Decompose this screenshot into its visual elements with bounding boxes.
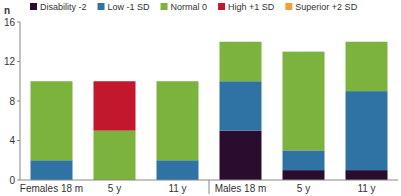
bar-segment	[94, 81, 136, 82]
x-tick-label: 11 y	[168, 183, 186, 194]
legend-label: Low -1 SD	[108, 2, 151, 12]
chart: n 0 4 8 12 16 Females 18 m 5 y 11 y Males 18 m 5 y…	[0, 0, 401, 196]
y-tick-label: 4	[9, 135, 15, 146]
bar-segment	[31, 81, 73, 160]
bar-segment	[220, 41, 262, 42]
bar-segment	[346, 41, 388, 42]
bar-segment	[283, 52, 325, 151]
legend-swatch	[218, 3, 225, 10]
x-tick-label: 5 y	[297, 183, 310, 194]
x-tick-label: 5 y	[108, 183, 121, 194]
bar-segment	[31, 160, 73, 180]
bar-segment	[220, 81, 262, 130]
legend-swatch	[30, 3, 37, 10]
legend-label: Normal 0	[171, 2, 208, 12]
y-tick-label: 8	[9, 96, 15, 107]
legend-label: Disability -2	[40, 2, 87, 12]
bar-segment	[94, 81, 136, 130]
group-separator	[209, 180, 210, 194]
bar-segment	[157, 160, 199, 180]
bar-segment	[94, 131, 136, 180]
bar-segment	[220, 41, 262, 42]
bar-segment	[283, 51, 325, 52]
y-axis	[20, 22, 21, 180]
x-tick-label: Males 18 m	[215, 183, 267, 194]
bar-segment	[346, 170, 388, 180]
bar-segment	[346, 91, 388, 170]
bar-segment	[346, 42, 388, 91]
legend-swatch	[98, 3, 105, 10]
x-tick-label: 11 y	[357, 183, 375, 194]
legend-label: High +1 SD	[228, 2, 275, 12]
bar-segment	[283, 51, 325, 52]
y-tick-label: 0	[9, 175, 15, 186]
bar-segment	[31, 81, 73, 82]
bar-segment	[220, 42, 262, 82]
y-tick-label: 16	[4, 17, 16, 28]
bar-segment	[346, 41, 388, 42]
y-tick-label: 12	[4, 56, 16, 67]
legend-label: Superior +2 SD	[295, 2, 357, 12]
bar-segment	[157, 81, 199, 160]
bar-segment	[220, 131, 262, 180]
bar-segment	[157, 81, 199, 82]
legend-swatch	[161, 3, 168, 10]
bar-segment	[283, 150, 325, 170]
bars	[31, 42, 388, 180]
bar-segment	[157, 81, 199, 82]
y-label: n	[4, 5, 10, 16]
bar-segment	[31, 81, 73, 82]
bar-segment	[283, 170, 325, 180]
x-tick-label: Females 18 m	[20, 183, 83, 194]
legend-swatch	[285, 3, 292, 10]
